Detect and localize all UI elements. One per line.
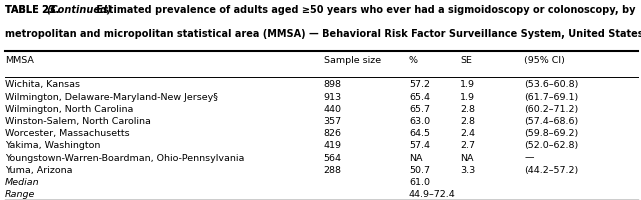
- Text: Wichita, Kansas: Wichita, Kansas: [5, 80, 80, 89]
- Text: SE: SE: [460, 56, 472, 65]
- Text: (95% CI): (95% CI): [524, 56, 565, 65]
- Text: 357: 357: [324, 117, 342, 126]
- Text: NA: NA: [460, 154, 474, 163]
- Text: 65.7: 65.7: [409, 105, 430, 114]
- Text: (61.7–69.1): (61.7–69.1): [524, 93, 579, 102]
- Text: 3.3: 3.3: [460, 166, 476, 175]
- Text: —: —: [524, 154, 534, 163]
- Text: (60.2–71.2): (60.2–71.2): [524, 105, 579, 114]
- Text: 2.8: 2.8: [460, 105, 475, 114]
- Text: 44.9–72.4: 44.9–72.4: [409, 190, 456, 199]
- Text: 64.5: 64.5: [409, 129, 430, 138]
- Text: Wilmington, North Carolina: Wilmington, North Carolina: [5, 105, 133, 114]
- Text: 898: 898: [324, 80, 342, 89]
- Text: 913: 913: [324, 93, 342, 102]
- Text: Estimated prevalence of adults aged ≥50 years who ever had a sigmoidoscopy or co: Estimated prevalence of adults aged ≥50 …: [93, 5, 635, 15]
- Text: Winston-Salem, North Carolina: Winston-Salem, North Carolina: [5, 117, 151, 126]
- Text: metropolitan and micropolitan statistical area (MMSA) — Behavioral Risk Factor S: metropolitan and micropolitan statistica…: [5, 29, 641, 39]
- Text: Youngstown-Warren-Boardman, Ohio-Pennsylvania: Youngstown-Warren-Boardman, Ohio-Pennsyl…: [5, 154, 244, 163]
- Text: 2.7: 2.7: [460, 141, 475, 150]
- Text: 61.0: 61.0: [409, 178, 430, 187]
- Text: TABLE 23.: TABLE 23.: [5, 5, 63, 15]
- Text: 288: 288: [324, 166, 342, 175]
- Text: Wilmington, Delaware-Maryland-New Jersey§: Wilmington, Delaware-Maryland-New Jersey…: [5, 93, 218, 102]
- Text: (53.6–60.8): (53.6–60.8): [524, 80, 579, 89]
- Text: 50.7: 50.7: [409, 166, 430, 175]
- Text: Median: Median: [5, 178, 40, 187]
- Text: (44.2–57.2): (44.2–57.2): [524, 166, 579, 175]
- Text: Sample size: Sample size: [324, 56, 381, 65]
- Text: TABLE 23. (Continued): TABLE 23. (Continued): [5, 5, 128, 15]
- Text: 419: 419: [324, 141, 342, 150]
- Text: %: %: [409, 56, 418, 65]
- Text: 65.4: 65.4: [409, 93, 430, 102]
- Text: 57.2: 57.2: [409, 80, 430, 89]
- Text: Range: Range: [5, 190, 35, 199]
- Text: 826: 826: [324, 129, 342, 138]
- Text: (57.4–68.6): (57.4–68.6): [524, 117, 579, 126]
- Text: Worcester, Massachusetts: Worcester, Massachusetts: [5, 129, 129, 138]
- Text: (59.8–69.2): (59.8–69.2): [524, 129, 579, 138]
- Text: 564: 564: [324, 154, 342, 163]
- Text: 2.8: 2.8: [460, 117, 475, 126]
- Text: 440: 440: [324, 105, 342, 114]
- Text: 57.4: 57.4: [409, 141, 430, 150]
- Text: 1.9: 1.9: [460, 93, 475, 102]
- Text: 1.9: 1.9: [460, 80, 475, 89]
- Text: NA: NA: [409, 154, 422, 163]
- Text: (Continued): (Continued): [46, 5, 112, 15]
- Text: Yuma, Arizona: Yuma, Arizona: [5, 166, 72, 175]
- Text: MMSA: MMSA: [5, 56, 34, 65]
- Text: 63.0: 63.0: [409, 117, 430, 126]
- Text: Yakima, Washington: Yakima, Washington: [5, 141, 101, 150]
- Text: (52.0–62.8): (52.0–62.8): [524, 141, 579, 150]
- Text: 2.4: 2.4: [460, 129, 475, 138]
- Text: TABLE 23.: TABLE 23.: [5, 5, 63, 15]
